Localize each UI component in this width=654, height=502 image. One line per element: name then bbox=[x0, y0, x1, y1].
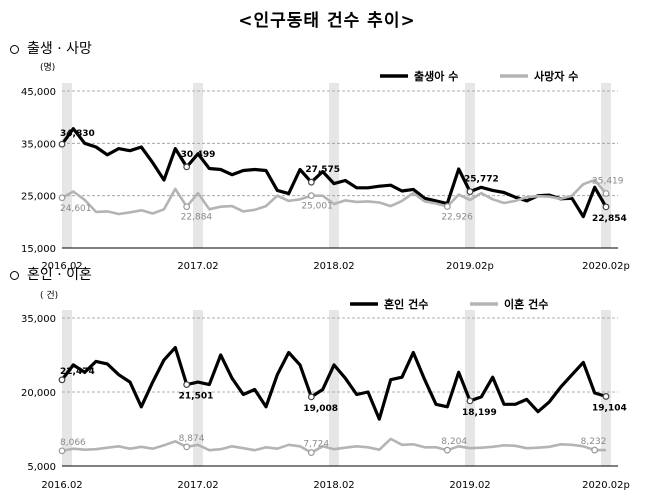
series-line-primary bbox=[60, 345, 607, 421]
bullet-icon bbox=[10, 270, 19, 280]
x-tick-label: 2019.02 bbox=[449, 480, 490, 491]
data-marker bbox=[466, 397, 474, 405]
data-marker bbox=[183, 381, 191, 388]
data-marker bbox=[443, 446, 451, 454]
highlight-band bbox=[329, 83, 339, 248]
data-marker bbox=[307, 192, 315, 200]
data-marker bbox=[58, 140, 66, 148]
series-line-secondary bbox=[61, 437, 606, 454]
data-label: 34,830 bbox=[60, 129, 95, 139]
x-tick-label: 2017.02 bbox=[177, 480, 218, 491]
y-tick-label: 5,000 bbox=[27, 462, 56, 473]
x-tick-label: 2018.02 bbox=[313, 480, 354, 491]
birth-death-chart: 15,000 25,000 35,000 45,000 (명) 2016.02 2017.0… bbox=[21, 62, 630, 272]
data-marker bbox=[307, 449, 315, 456]
series-line-primary bbox=[60, 127, 608, 219]
x-tick-label: 2016.02 bbox=[41, 261, 82, 272]
x-tick-label: 2019.02p bbox=[446, 261, 494, 272]
highlight-band bbox=[62, 83, 72, 248]
data-marker bbox=[602, 393, 610, 400]
data-label: 7,724 bbox=[303, 440, 329, 450]
data-marker bbox=[591, 446, 599, 454]
y-tick-label: 45,000 bbox=[21, 87, 56, 98]
legend-label: 혼인 건수 bbox=[384, 297, 428, 311]
y-tick-label: 35,000 bbox=[21, 139, 56, 150]
highlight-band bbox=[601, 83, 611, 248]
section-label-birth-death: 출생 · 사망 bbox=[10, 38, 92, 58]
data-marker bbox=[58, 447, 66, 455]
x-tick-label: 2020.02p bbox=[582, 480, 630, 491]
data-marker bbox=[466, 188, 474, 196]
data-marker bbox=[183, 443, 191, 451]
data-label: 30,499 bbox=[181, 150, 216, 160]
highlight-band bbox=[465, 310, 475, 466]
highlight-band bbox=[193, 83, 203, 248]
legend: 혼인 건수 이혼 건수 bbox=[350, 297, 548, 311]
legend-label: 출생아 수 bbox=[414, 69, 458, 83]
data-marker bbox=[443, 203, 451, 210]
highlight-band bbox=[62, 310, 72, 466]
legend-label: 사망자 수 bbox=[534, 69, 578, 83]
y-tick-label: 20,000 bbox=[21, 388, 56, 399]
highlight-band bbox=[193, 310, 203, 466]
data-label: 8,232 bbox=[581, 437, 607, 447]
data-label: 19,008 bbox=[303, 404, 338, 414]
section-label-text: 혼인 · 이혼 bbox=[27, 267, 92, 283]
data-label: 8,874 bbox=[179, 434, 205, 444]
highlight-band bbox=[465, 83, 475, 248]
data-label: 18,199 bbox=[462, 408, 497, 418]
x-tick-label: 2020.02p bbox=[582, 261, 630, 272]
data-label: 22,926 bbox=[441, 213, 473, 223]
x-tick-label: 2018.02 bbox=[313, 261, 354, 272]
marriage-divorce-chart: 5,000 20,000 35,000 ( 건) 2016.02 2017.02 2018.… bbox=[21, 290, 630, 491]
data-label: 22,474 bbox=[60, 367, 95, 377]
data-marker bbox=[307, 393, 315, 401]
data-label: 8,066 bbox=[60, 438, 86, 448]
data-marker bbox=[183, 163, 191, 171]
legend-label: 이혼 건수 bbox=[504, 297, 548, 311]
data-label: 25,419 bbox=[592, 176, 624, 186]
y-tick-label: 35,000 bbox=[21, 314, 56, 325]
unit-label: ( 건) bbox=[40, 290, 58, 301]
bullet-icon bbox=[10, 44, 19, 54]
highlight-band bbox=[329, 310, 339, 466]
data-marker bbox=[602, 203, 610, 211]
data-label: 22,884 bbox=[181, 213, 213, 223]
y-tick-label: 25,000 bbox=[21, 192, 56, 203]
y-tick-label: 15,000 bbox=[21, 244, 56, 255]
series-line-secondary bbox=[61, 178, 607, 216]
section-label-marriage-divorce: 혼인 · 이혼 bbox=[10, 264, 92, 284]
page-title: <인구동태 건수 추이> bbox=[238, 11, 416, 31]
data-marker bbox=[183, 203, 191, 211]
data-label: 25,772 bbox=[464, 175, 499, 185]
data-label: 19,104 bbox=[592, 403, 627, 413]
unit-label: (명) bbox=[40, 62, 55, 73]
section-label-text: 출생 · 사망 bbox=[27, 41, 92, 57]
x-tick-label: 2016.02 bbox=[41, 480, 82, 491]
data-label: 21,501 bbox=[179, 392, 214, 402]
data-marker bbox=[58, 194, 66, 202]
data-label: 24,601 bbox=[60, 204, 92, 214]
data-marker bbox=[602, 190, 610, 197]
data-marker bbox=[307, 178, 315, 186]
data-label: 27,575 bbox=[305, 165, 340, 175]
data-label: 25,001 bbox=[301, 202, 333, 212]
x-tick-label: 2017.02 bbox=[177, 261, 218, 272]
legend: 출생아 수 사망자 수 bbox=[380, 69, 578, 83]
data-label: 22,854 bbox=[592, 214, 627, 224]
highlight-band bbox=[601, 310, 611, 466]
data-label: 8,204 bbox=[441, 437, 467, 447]
data-marker bbox=[58, 376, 66, 384]
